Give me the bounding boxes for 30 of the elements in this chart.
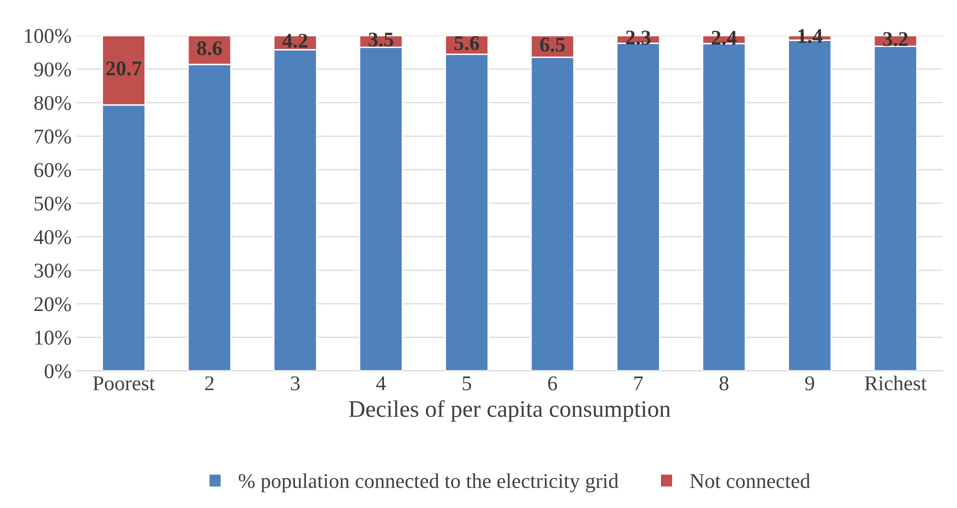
x-tick-label: 6 — [548, 376, 558, 390]
data-label: 5.6 — [454, 36, 480, 50]
data-label: 4.2 — [282, 34, 308, 48]
x-tick-label: 8 — [720, 376, 728, 390]
y-tick-label: 40% — [34, 230, 71, 244]
x-tick-label: Poorest — [93, 376, 155, 390]
y-tick-label: 90% — [34, 62, 71, 77]
y-tick-label: 80% — [34, 96, 71, 110]
y-tick-label: 50% — [34, 196, 71, 211]
y-tick-label: 70% — [34, 130, 71, 144]
x-tick-label: 2 — [205, 376, 214, 390]
x-tick-label: 7 — [634, 376, 643, 390]
y-tick-label: 30% — [34, 264, 71, 278]
data-label: 6.5 — [540, 38, 565, 52]
data-label: 3.5 — [368, 32, 394, 47]
data-label: 20.7 — [106, 61, 142, 76]
x-tick-label: 9 — [805, 376, 814, 390]
y-tick-label: 20% — [34, 297, 71, 312]
x-axis-title: Deciles of per capita consumption — [348, 400, 671, 422]
x-tick-label: Richest — [864, 376, 927, 390]
x-tick-label: 3 — [291, 376, 300, 390]
y-tick-label: 60% — [34, 163, 71, 178]
legend-label: Not connected — [690, 473, 810, 488]
legend-label: % population connected to the electricity grid — [238, 473, 618, 492]
y-tick-label: 0% — [44, 364, 71, 378]
x-tick-label: 5 — [462, 376, 472, 390]
y-tick-label: 10% — [35, 330, 71, 345]
data-label: 8.6 — [197, 41, 222, 56]
x-tick-label: 4 — [376, 376, 386, 390]
y-tick-label: 100% — [24, 28, 71, 44]
